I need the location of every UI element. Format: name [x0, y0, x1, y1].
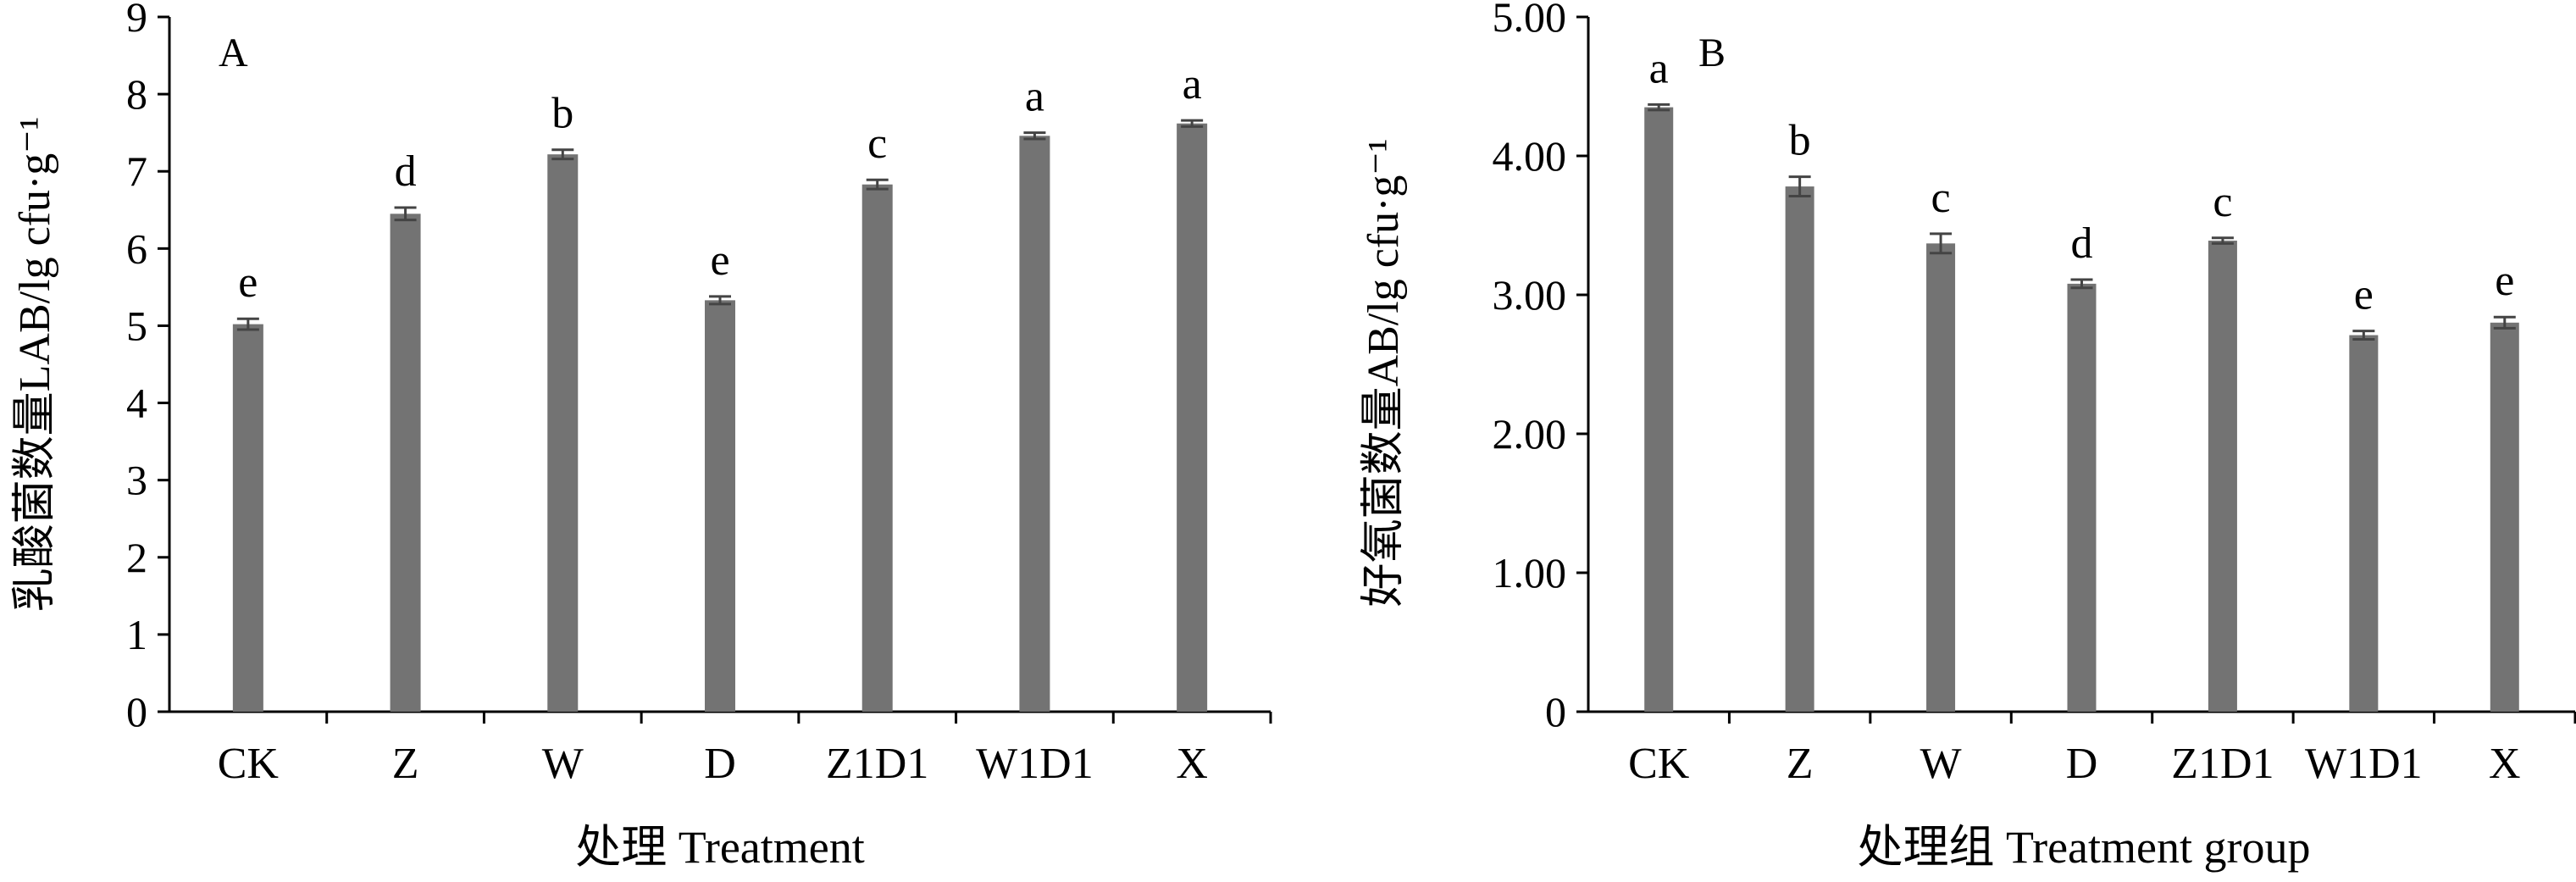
panel-a-x-tick-label: CK [218, 740, 280, 788]
panel-b-bar-z1d1 [2208, 241, 2237, 712]
panel-a: 0 1 2 3 4 5 6 7 8 9 CK Z W D Z1D1 W1D1 X e d b e c a a A 处理 T… [11, 0, 1272, 873]
panel-a-bars: e d b e c a a [232, 60, 1208, 713]
panel-a-bar-x [1177, 123, 1208, 712]
panel-a-error-bar [551, 148, 574, 161]
panel-b-error-bar [1648, 103, 1670, 112]
panel-a-y-ticks: 0 1 2 3 4 5 6 7 8 9 [126, 0, 169, 735]
panel-a-x-ticks: CK Z W D Z1D1 W1D1 X [218, 712, 1272, 788]
panel-a-bar-w1d1 [1019, 136, 1050, 713]
panel-b-error-bar [2493, 315, 2516, 330]
panel-b-y-ticks: 0 1.00 2.00 3.00 4.00 5.00 [1493, 0, 1588, 735]
panel-b-x-tick-label: Z1D1 [2171, 740, 2274, 788]
panel-b-error-bar [1788, 175, 1811, 198]
panel-a-bar-z1d1 [861, 184, 893, 712]
panel-b-x-axis-title: 处理组 Treatment group [1858, 822, 2311, 873]
panel-b-significance-label: b [1789, 117, 1811, 165]
panel-b-significance-label: d [2071, 219, 2093, 268]
panel-b-x-tick-label: CK [1628, 740, 1690, 788]
panel-a-significance-label: c [867, 119, 887, 168]
panel-b-x-tick-label: X [2489, 740, 2521, 788]
panel-a-y-tick-label: 5 [126, 302, 147, 349]
panel-a-significance-label: e [710, 236, 729, 285]
panel-b-y-tick-label: 0 [1545, 688, 1566, 735]
panel-b-error-bar [2352, 330, 2375, 341]
panel-a-error-bar [1181, 119, 1204, 128]
panel-a-bar-d [705, 300, 735, 712]
panel-b-x-ticks: CK Z W D Z1D1 W1D1 X [1628, 712, 2576, 788]
panel-b-bar-x [2490, 322, 2519, 712]
panel-b-label: B [1698, 31, 1726, 75]
panel-a-y-tick-label: 0 [126, 688, 147, 735]
panel-a-y-tick-label: 3 [126, 457, 147, 504]
panel-a-error-bar [394, 206, 417, 222]
panel-b: 0 1.00 2.00 3.00 4.00 5.00 CK Z W D Z1D1 W1D1 X a b c… [1360, 0, 2576, 873]
panel-a-y-tick-label: 6 [126, 225, 147, 272]
panel-b-y-tick-label: 1.00 [1493, 549, 1567, 596]
panel-b-y-tick-label: 5.00 [1493, 0, 1567, 41]
panel-a-x-tick-label: Z [392, 740, 419, 788]
panel-a-y-axis-title: 乳酸菌数量LAB/lg cfu·g⁻¹ [11, 117, 59, 613]
panel-a-x-tick-label: W [542, 740, 584, 788]
panel-b-x-tick-label: Z [1787, 740, 1814, 788]
panel-a-significance-label: d [395, 147, 417, 196]
panel-b-x-tick-label: W1D1 [2305, 740, 2423, 788]
panel-b-y-axis-title: 好氧菌数量AB/lg cfu·g⁻¹ [1360, 139, 1408, 607]
panel-a-y-tick-label: 2 [126, 534, 147, 581]
panel-a-x-tick-label: X [1176, 740, 1208, 788]
panel-b-x-tick-label: W [1920, 740, 1962, 788]
panel-b-error-bar [2211, 236, 2234, 245]
panel-a-error-bar [709, 295, 731, 306]
panel-a-bar-w [547, 154, 579, 712]
panel-a-error-bar [1023, 131, 1046, 141]
panel-b-bar-w [1926, 243, 1956, 712]
panel-a-y-tick-label: 9 [126, 0, 147, 41]
panel-a-x-tick-label: Z1D1 [826, 740, 928, 788]
panel-a-y-tick-label: 4 [126, 380, 147, 427]
panel-a-y-tick-label: 7 [126, 147, 147, 195]
panel-b-bar-w1d1 [2349, 335, 2379, 712]
panel-b-significance-label: c [2213, 178, 2232, 226]
panel-b-bar-d [2067, 283, 2097, 712]
panel-b-significance-label: c [1931, 174, 1951, 222]
panel-a-x-axis-title: 处理 Treatment [575, 822, 864, 873]
panel-a-significance-label: e [238, 258, 258, 307]
panel-a-x-tick-label: W1D1 [976, 740, 1094, 788]
panel-b-bars: a b c d c e e [1644, 44, 2519, 713]
panel-a-y-tick-label: 8 [126, 70, 147, 118]
panel-a-bar-z [390, 214, 421, 713]
panel-a-error-bar [866, 178, 889, 191]
panel-a-significance-label: a [1025, 73, 1044, 121]
panel-b-significance-label: e [2495, 257, 2514, 305]
panel-a-significance-label: b [551, 90, 573, 138]
panel-a-error-bar [236, 317, 259, 331]
panel-b-error-bar [2070, 278, 2093, 290]
panel-b-error-bar [1930, 232, 1953, 255]
panel-b-significance-label: e [2354, 271, 2374, 319]
panel-a-y-tick-label: 1 [126, 611, 147, 658]
panel-b-bar-z [1785, 186, 1814, 712]
panel-b-y-tick-label: 3.00 [1493, 271, 1567, 319]
panel-b-y-tick-label: 4.00 [1493, 132, 1567, 180]
panel-b-y-tick-label: 2.00 [1493, 410, 1567, 458]
panel-b-bar-ck [1644, 107, 1674, 713]
panel-a-bar-ck [232, 324, 263, 712]
panel-b-significance-label: a [1649, 44, 1669, 92]
panel-a-label: A [219, 31, 248, 75]
panel-a-significance-label: a [1183, 60, 1202, 108]
panel-a-x-tick-label: D [704, 740, 736, 788]
panel-b-x-tick-label: D [2066, 740, 2098, 788]
